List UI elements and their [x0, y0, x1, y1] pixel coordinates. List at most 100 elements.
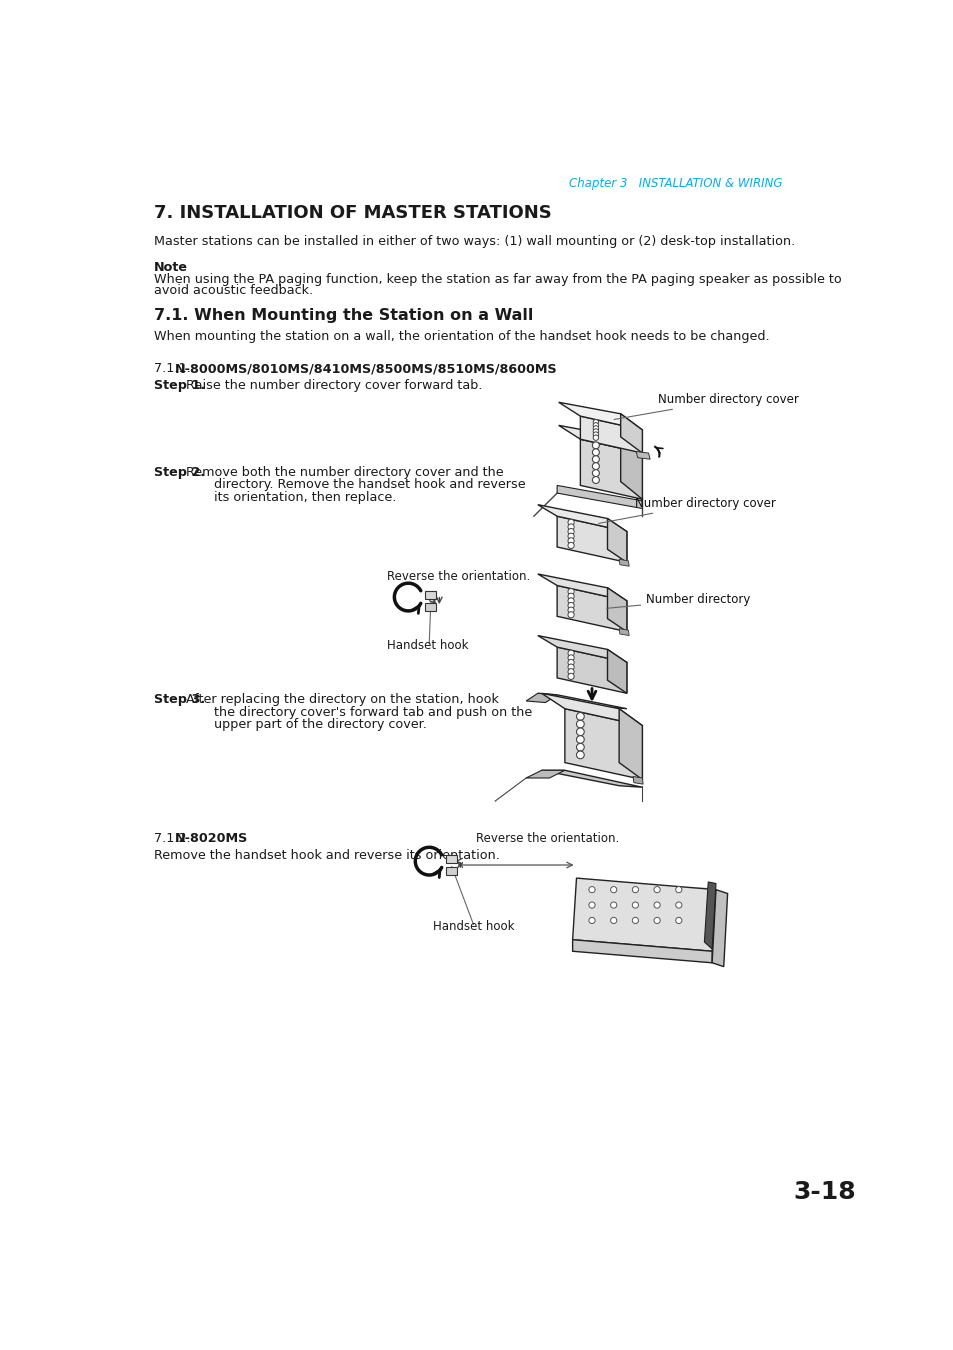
Polygon shape [541, 694, 641, 726]
Circle shape [588, 918, 595, 923]
Text: 7.1.2.: 7.1.2. [154, 832, 194, 845]
Circle shape [576, 751, 583, 759]
Circle shape [567, 533, 574, 539]
Circle shape [567, 528, 574, 535]
Circle shape [610, 918, 617, 923]
Text: its orientation, then replace.: its orientation, then replace. [182, 491, 396, 504]
Circle shape [567, 655, 574, 662]
Polygon shape [711, 890, 727, 967]
Text: Handset hook: Handset hook [433, 921, 514, 933]
Text: 7. INSTALLATION OF MASTER STATIONS: 7. INSTALLATION OF MASTER STATIONS [154, 204, 551, 223]
Polygon shape [558, 402, 641, 429]
Circle shape [576, 713, 583, 721]
Circle shape [567, 537, 574, 544]
Polygon shape [620, 414, 641, 454]
Polygon shape [446, 867, 456, 875]
Text: Step 2.: Step 2. [154, 466, 205, 479]
Text: N-8020MS: N-8020MS [174, 832, 248, 845]
Circle shape [654, 887, 659, 892]
Polygon shape [525, 694, 557, 702]
Text: Raise the number directory cover forward tab.: Raise the number directory cover forward… [182, 379, 482, 391]
Circle shape [654, 918, 659, 923]
Circle shape [654, 902, 659, 909]
Circle shape [567, 612, 574, 618]
Polygon shape [537, 505, 626, 532]
Polygon shape [537, 574, 626, 601]
Circle shape [567, 520, 574, 525]
Polygon shape [557, 486, 641, 509]
Polygon shape [618, 629, 629, 636]
Circle shape [675, 902, 681, 909]
Circle shape [592, 470, 598, 477]
Circle shape [567, 543, 574, 548]
Circle shape [632, 902, 638, 909]
Text: Chapter 3   INSTALLATION & WIRING: Chapter 3 INSTALLATION & WIRING [568, 177, 781, 190]
Polygon shape [607, 518, 626, 563]
Polygon shape [607, 587, 626, 632]
Text: upper part of the directory cover.: upper part of the directory cover. [182, 718, 426, 730]
Polygon shape [557, 516, 626, 563]
Text: Number directory cover: Number directory cover [614, 393, 798, 420]
Text: Remove both the number directory cover and the: Remove both the number directory cover a… [182, 466, 503, 479]
Circle shape [632, 887, 638, 892]
Polygon shape [618, 709, 641, 779]
Circle shape [592, 463, 598, 470]
Polygon shape [636, 451, 649, 459]
Text: Reverse the orientation.: Reverse the orientation. [386, 570, 529, 583]
Text: 7.1. When Mounting the Station on a Wall: 7.1. When Mounting the Station on a Wall [154, 308, 533, 323]
Text: When using the PA paging function, keep the station as far away from the PA pagi: When using the PA paging function, keep … [154, 273, 841, 286]
Text: Step 1.: Step 1. [154, 379, 205, 391]
Circle shape [576, 728, 583, 736]
Circle shape [675, 887, 681, 892]
Circle shape [576, 736, 583, 744]
Polygon shape [572, 940, 711, 963]
Polygon shape [579, 439, 641, 500]
Circle shape [593, 429, 598, 435]
Polygon shape [537, 636, 626, 663]
Text: Note: Note [154, 261, 188, 274]
Text: avoid acoustic feedback.: avoid acoustic feedback. [154, 284, 313, 297]
Circle shape [567, 659, 574, 666]
Text: After replacing the directory on the station, hook: After replacing the directory on the sta… [182, 694, 498, 706]
Circle shape [576, 721, 583, 728]
Polygon shape [633, 776, 642, 784]
Circle shape [632, 918, 638, 923]
Text: 7.1.1.: 7.1.1. [154, 362, 194, 375]
Polygon shape [537, 694, 626, 709]
Circle shape [592, 477, 598, 483]
Circle shape [567, 524, 574, 531]
Text: Number directory: Number directory [606, 593, 750, 609]
Circle shape [592, 456, 598, 463]
Polygon shape [425, 591, 436, 598]
Circle shape [593, 425, 598, 431]
Text: Handset hook: Handset hook [386, 640, 468, 652]
Circle shape [567, 664, 574, 670]
Circle shape [593, 432, 598, 437]
Circle shape [610, 887, 617, 892]
Text: the directory cover's forward tab and push on the: the directory cover's forward tab and pu… [182, 706, 532, 718]
Circle shape [567, 598, 574, 603]
Text: Step 3.: Step 3. [154, 694, 205, 706]
Text: Remove the handset hook and reverse its orientation.: Remove the handset hook and reverse its … [154, 849, 499, 861]
Circle shape [567, 593, 574, 599]
Text: Number directory cover: Number directory cover [598, 497, 775, 524]
Circle shape [567, 589, 574, 595]
Text: 3-18: 3-18 [793, 1180, 855, 1204]
Polygon shape [425, 603, 436, 612]
Polygon shape [558, 425, 641, 454]
Polygon shape [618, 559, 629, 566]
Polygon shape [572, 878, 716, 952]
Polygon shape [541, 771, 641, 787]
Polygon shape [620, 437, 641, 500]
Polygon shape [557, 647, 626, 694]
Polygon shape [564, 709, 641, 779]
Circle shape [592, 441, 598, 448]
Text: directory. Remove the handset hook and reverse: directory. Remove the handset hook and r… [182, 478, 525, 491]
Circle shape [567, 608, 574, 613]
Circle shape [588, 887, 595, 892]
Polygon shape [579, 416, 641, 454]
Polygon shape [446, 855, 456, 863]
Text: Reverse the orientation.: Reverse the orientation. [476, 832, 618, 845]
Circle shape [576, 744, 583, 751]
Circle shape [593, 435, 598, 440]
